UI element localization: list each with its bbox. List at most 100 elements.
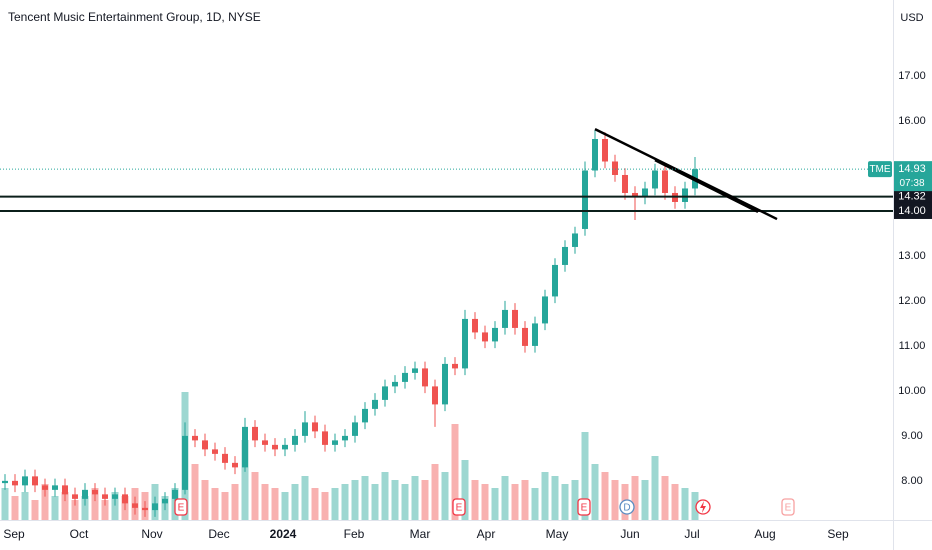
- candle-body: [432, 386, 438, 405]
- candle-body: [12, 480, 18, 486]
- candle-body: [632, 192, 638, 198]
- volume-bar: [511, 484, 519, 520]
- volume-bar: [441, 472, 449, 520]
- x-tick-label: Sep: [827, 527, 849, 541]
- volume-bar: [591, 464, 599, 520]
- event-label: E: [785, 503, 792, 514]
- candle-body: [202, 440, 208, 450]
- volume-bar: [501, 476, 509, 520]
- candle-body: [612, 161, 618, 175]
- candle-body: [272, 444, 278, 450]
- volume-bar: [401, 484, 409, 520]
- candle-body: [582, 170, 588, 229]
- volume-bar: [281, 492, 289, 520]
- volume-bar: [91, 488, 99, 520]
- volume-bar: [81, 496, 89, 520]
- volume-bar: [421, 480, 429, 520]
- x-tick-label: Apr: [477, 527, 496, 541]
- volume-bar: [601, 472, 609, 520]
- candle-body: [342, 435, 348, 441]
- candle-body: [652, 170, 658, 189]
- price-tag-label: 14.32: [898, 190, 926, 202]
- candle-body: [82, 489, 88, 499]
- volume-bar: [491, 488, 499, 520]
- currency-label: USD: [900, 12, 923, 24]
- x-tick-label: Mar: [410, 527, 431, 541]
- volume-bar: [371, 484, 379, 520]
- volume-bar: [581, 432, 589, 520]
- candle-body: [252, 426, 258, 441]
- volume-bar: [251, 472, 259, 520]
- volume-bar: [311, 488, 319, 520]
- candle-body: [32, 476, 38, 486]
- event-label: E: [581, 503, 588, 514]
- candle-body: [642, 188, 648, 198]
- volume-bar: [351, 480, 359, 520]
- volume-bar: [541, 472, 549, 520]
- volume-bar: [651, 456, 659, 520]
- volume-bar: [551, 476, 559, 520]
- volume-bar: [71, 500, 79, 520]
- volume-bar: [341, 484, 349, 520]
- dividend-icon: [695, 499, 711, 515]
- y-tick-label: 8.00: [901, 475, 922, 487]
- event-label: E: [456, 503, 463, 514]
- volume-bar: [191, 464, 199, 520]
- volume-bar: [361, 476, 369, 520]
- y-tick-label: 12.00: [898, 295, 926, 307]
- x-tick-label: Nov: [141, 527, 162, 541]
- candle-body: [192, 435, 198, 441]
- candle-body: [302, 422, 308, 436]
- volume-bar: [101, 500, 109, 520]
- event-icon: [619, 499, 635, 515]
- candle-body: [392, 381, 398, 387]
- symbol-tag-label: TME: [869, 164, 890, 175]
- candle-body: [102, 494, 108, 499]
- volume-bar: [301, 476, 309, 520]
- candle-body: [132, 503, 138, 508]
- candle-body: [92, 489, 98, 495]
- price-tag-label: 14.00: [898, 205, 926, 217]
- candle-body: [182, 435, 188, 490]
- volume-bar: [201, 480, 209, 520]
- volume-bar: [321, 492, 329, 520]
- candle-body: [142, 507, 148, 511]
- y-tick-label: 17.00: [898, 70, 926, 82]
- y-tick-label: 10.00: [898, 385, 926, 397]
- volume-bar: [561, 484, 569, 520]
- volume-bar: [571, 480, 579, 520]
- candle-body: [282, 444, 288, 450]
- y-tick-label: 9.00: [901, 430, 922, 442]
- candle-body: [152, 503, 158, 511]
- candle-body: [382, 386, 388, 400]
- volume-bar: [661, 476, 669, 520]
- candle-body: [502, 309, 508, 328]
- volume-bar: [231, 484, 239, 520]
- candle-body: [172, 489, 178, 499]
- volume-bar: [611, 480, 619, 520]
- candle-body: [122, 494, 128, 504]
- candle-body: [42, 485, 48, 490]
- volume-bar: [211, 488, 219, 520]
- candle-body: [72, 494, 78, 499]
- volume-bar: [41, 484, 49, 520]
- y-tick-label: 11.00: [899, 340, 926, 352]
- volume-bar: [461, 460, 469, 520]
- candle-body: [462, 318, 468, 369]
- volume-bar: [381, 472, 389, 520]
- volume-bar: [271, 488, 279, 520]
- candle-body: [472, 318, 478, 333]
- x-tick-label: 2024: [270, 527, 297, 541]
- volume-bar: [641, 480, 649, 520]
- y-tick-label: 16.00: [898, 115, 926, 127]
- last-price-label: 14.93: [898, 163, 926, 175]
- candle-body: [262, 440, 268, 445]
- volume-bar: [691, 492, 699, 520]
- candle-body: [662, 170, 668, 193]
- volume-bar: [331, 488, 339, 520]
- event-icon: [452, 498, 466, 516]
- price-tag: [894, 188, 932, 205]
- volume-bar: [221, 492, 229, 520]
